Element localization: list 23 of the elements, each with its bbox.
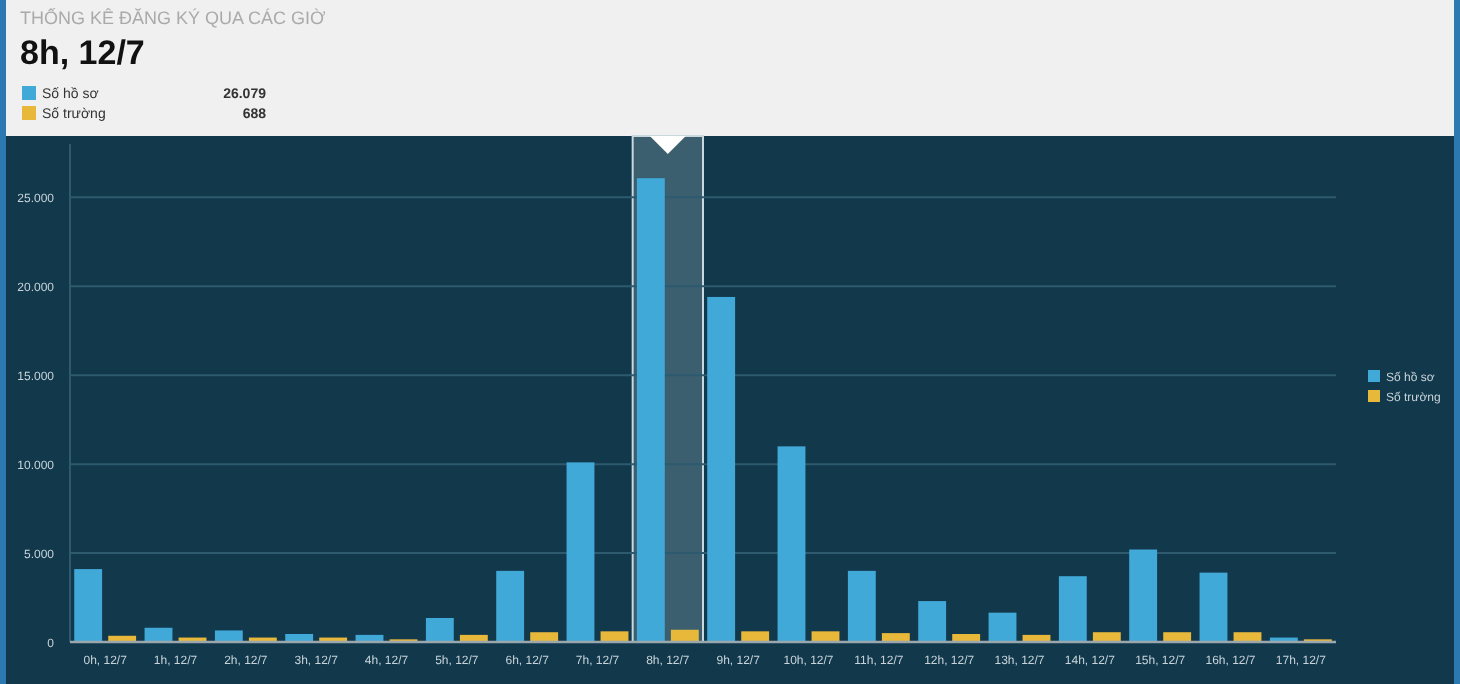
bar	[707, 296, 736, 642]
bar	[214, 630, 243, 642]
bar	[1092, 632, 1121, 642]
bar	[1058, 576, 1087, 642]
bar	[1129, 549, 1158, 642]
bar	[881, 633, 910, 642]
bar	[988, 612, 1017, 642]
chart-subtitle: 8h, 12/7	[20, 34, 145, 72]
bar	[566, 462, 595, 642]
bar	[777, 446, 806, 642]
bar	[741, 631, 770, 642]
bar	[670, 629, 699, 642]
bar	[530, 632, 559, 642]
bar	[74, 569, 103, 642]
bar	[847, 570, 876, 642]
bar	[425, 617, 454, 642]
bar	[811, 631, 840, 642]
bar	[918, 601, 947, 642]
bar	[496, 570, 525, 642]
chart-title: THỐNG KÊ ĐĂNG KÝ QUA CÁC GIỜ	[20, 6, 327, 28]
bar	[1163, 632, 1192, 642]
bar	[1199, 572, 1228, 642]
bar	[600, 631, 629, 642]
